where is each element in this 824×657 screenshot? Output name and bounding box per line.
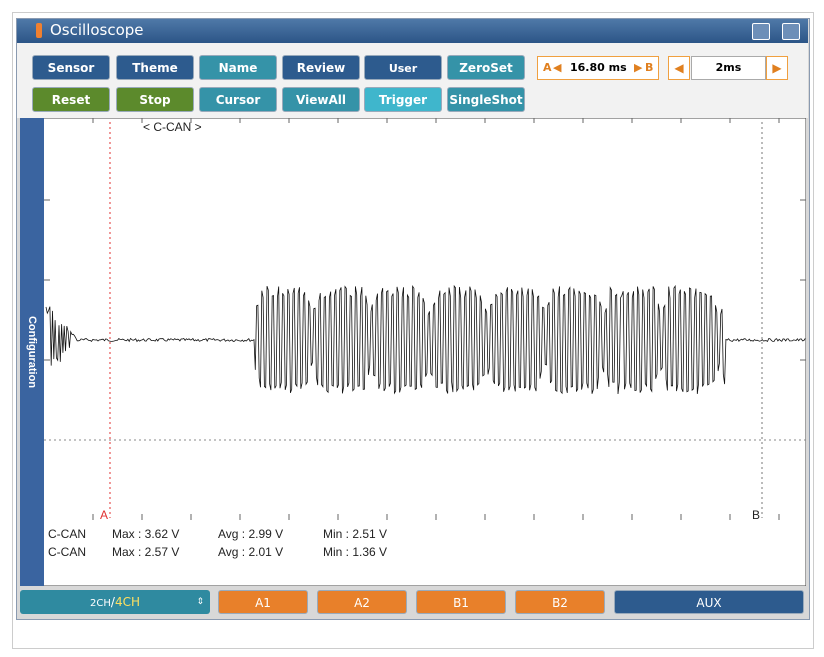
toolbar-button[interactable]: Review — [282, 55, 360, 80]
cursor-a-label: A — [100, 508, 108, 522]
bottom-button[interactable]: A1 — [218, 590, 308, 614]
toolbar-button[interactable]: Name — [199, 55, 277, 80]
channel-select[interactable]: 2CH/4CH ⇕ — [20, 590, 210, 614]
bottom-button[interactable]: A2 — [317, 590, 407, 614]
bottom-button[interactable]: AUX — [614, 590, 804, 614]
cursor-b-label: B — [752, 508, 760, 522]
side-label: Configuration — [26, 316, 38, 388]
stat-channel: C-CAN — [48, 527, 86, 541]
bottom-button[interactable]: B2 — [515, 590, 605, 614]
toolbar-button[interactable]: Stop — [116, 87, 194, 112]
channel-label: < C-CAN > — [143, 120, 202, 134]
toolbar-button[interactable]: Theme — [116, 55, 194, 80]
plot-bg — [20, 118, 806, 586]
title-icon — [36, 23, 42, 38]
channels: 2CH — [90, 598, 111, 609]
window-title: Oscilloscope — [50, 21, 144, 39]
toolbar-button[interactable]: Trigger — [364, 87, 442, 112]
bottom-button[interactable]: B1 — [416, 590, 506, 614]
time-next[interactable]: ▶ — [766, 56, 788, 80]
stat-avg: Avg : 2.99 V — [218, 527, 283, 541]
title-bar — [17, 19, 808, 43]
toolbar-button[interactable]: SingleShot — [447, 87, 525, 112]
stat-max: Max : 3.62 V — [112, 527, 179, 541]
stat-min: Min : 1.36 V — [323, 545, 387, 559]
time-prev[interactable]: ◀ — [668, 56, 690, 80]
stat-min: Min : 2.51 V — [323, 527, 387, 541]
toolbar-button[interactable]: User Setting — [364, 55, 442, 100]
toolbar-button[interactable]: Reset — [32, 87, 110, 112]
arrow: ▶ — [634, 61, 643, 74]
cursor-b: B — [645, 61, 654, 74]
stat-channel: C-CAN — [48, 545, 86, 559]
restore-button[interactable] — [752, 23, 770, 40]
cursor-box: A ◀ 16.80 ms ▶ B — [537, 56, 659, 80]
scope: Configuration < C-CAN > A B C-CAN Max : 3… — [20, 118, 806, 586]
close-button[interactable] — [782, 23, 800, 40]
time-div: 2ms — [691, 56, 766, 80]
toolbar-button[interactable]: ZeroSet — [447, 55, 525, 80]
waveform — [45, 284, 806, 395]
cursor-a: A — [543, 61, 552, 74]
cursor-delta: 16.80 ms — [570, 61, 627, 74]
arrow: ◀ — [553, 61, 562, 74]
channels-active: 4CH — [114, 595, 140, 609]
toolbar-button[interactable]: ViewAll — [282, 87, 360, 112]
spinner: ⇕ — [196, 597, 204, 607]
frame — [12, 12, 814, 649]
stat-avg: Avg : 2.01 V — [218, 545, 283, 559]
separator: / — [110, 595, 115, 609]
toolbar-button[interactable]: Sensor — [32, 55, 110, 80]
toolbar-button[interactable]: Cursor — [199, 87, 277, 112]
stat-max: Max : 2.57 V — [112, 545, 179, 559]
side-tab[interactable] — [20, 118, 44, 586]
